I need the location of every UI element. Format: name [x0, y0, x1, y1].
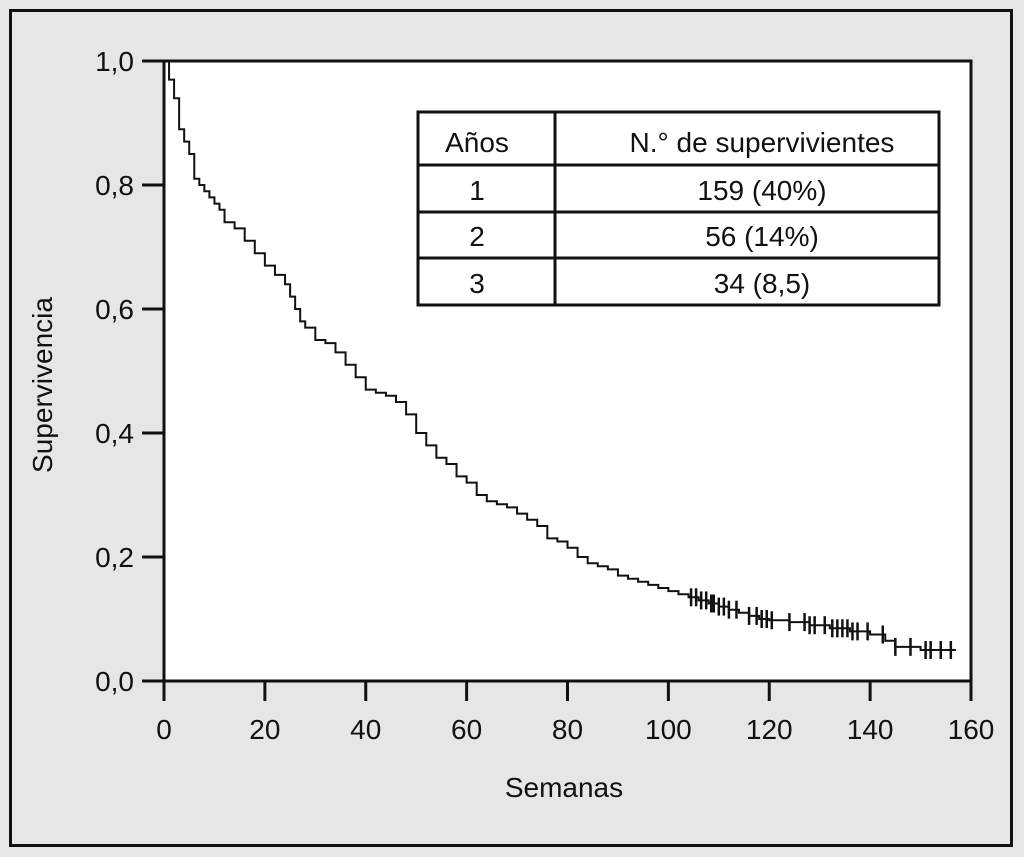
x-tick-label: 20 — [249, 714, 280, 745]
y-tick-label: 1,0 — [95, 46, 134, 77]
y-axis: 0,0 0,2 0,4 0,6 0,8 1,0 — [95, 46, 164, 697]
table-cell-year: 1 — [469, 175, 485, 206]
y-tick-label: 0,8 — [95, 170, 134, 201]
x-tick-label: 0 — [156, 714, 172, 745]
y-tick-label: 0,0 — [95, 666, 134, 697]
censor-marks — [689, 588, 953, 659]
table-header-years: Años — [445, 127, 509, 158]
x-tick-label: 80 — [552, 714, 583, 745]
y-axis-title: Supervivencia — [27, 297, 58, 473]
x-tick-label: 40 — [350, 714, 381, 745]
x-tick-label: 60 — [451, 714, 482, 745]
x-tick-label: 160 — [948, 714, 995, 745]
table-header-survivors: N.° de supervivientes — [630, 127, 895, 158]
y-tick-label: 0,2 — [95, 542, 134, 573]
y-tick-label: 0,6 — [95, 294, 134, 325]
table-cell-survivors: 34 (8,5) — [714, 268, 811, 299]
table-cell-year: 3 — [469, 268, 485, 299]
table-cell-year: 2 — [469, 221, 485, 252]
y-tick-label: 0,4 — [95, 418, 134, 449]
x-axis: 0 20 40 60 80 100 120 140 160 — [156, 681, 994, 745]
x-axis-title: Semanas — [505, 772, 623, 803]
survivors-table: Años N.° de supervivientes 1 159 (40%) 2… — [416, 110, 941, 307]
x-tick-label: 100 — [645, 714, 692, 745]
table-cell-survivors: 56 (14%) — [705, 221, 819, 252]
x-tick-label: 120 — [746, 714, 793, 745]
table-border — [416, 110, 941, 307]
table-cell-survivors: 159 (40%) — [697, 175, 826, 206]
x-tick-label: 140 — [847, 714, 894, 745]
